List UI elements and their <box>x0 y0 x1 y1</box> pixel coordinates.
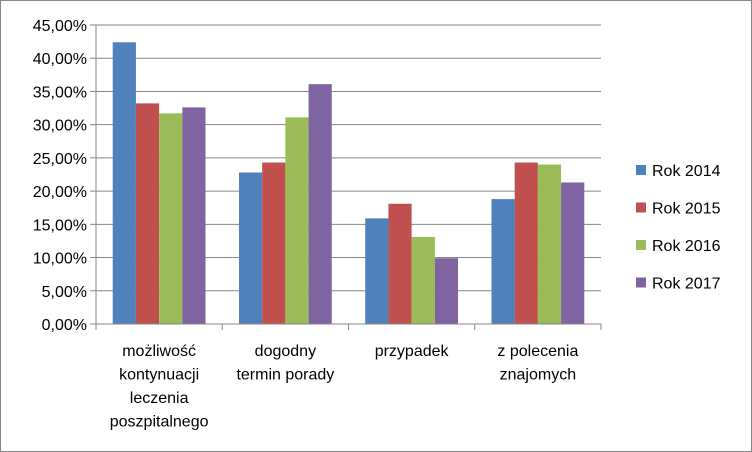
y-tick-label: 0,00% <box>42 317 87 334</box>
bar-rok-2016 <box>411 236 435 324</box>
y-tick-label: 15,00% <box>33 217 87 234</box>
bar-rok-2015 <box>262 162 286 324</box>
x-category-label-line: z polecenia <box>497 343 578 360</box>
x-category-label-line: dogodny <box>255 343 316 360</box>
bar-rok-2017 <box>182 107 206 324</box>
y-tick-label: 25,00% <box>33 151 87 168</box>
bar-rok-2017 <box>561 182 585 324</box>
bar-rok-2015 <box>135 103 160 324</box>
x-category-label: z polecenia znajomych <box>497 343 578 384</box>
x-category-label-line: kontynuacji <box>119 367 199 384</box>
x-category-label-line: możliwość <box>122 343 196 360</box>
x-category-label: dogodny termin porady <box>236 343 334 384</box>
axes <box>90 24 602 330</box>
y-tick-label: 30,00% <box>33 118 87 135</box>
bar-rok-2014 <box>365 218 389 324</box>
bar-rok-2017 <box>308 84 332 324</box>
x-category-label-line: termin porady <box>236 367 334 384</box>
x-category-label: przypadek <box>375 343 450 360</box>
x-category-label-line: leczenia <box>130 390 189 407</box>
x-category-label-line: znajomych <box>500 367 576 384</box>
y-tick-label: 20,00% <box>33 184 87 201</box>
bar-rok-2016 <box>159 113 183 324</box>
x-category-labels: możliwość kontynuacji leczenia poszpitalneg… <box>110 343 579 431</box>
bar-rok-2014 <box>491 199 515 324</box>
legend: Rok 2014 Rok 2015 Rok 2016 Rok 2017 <box>636 163 721 293</box>
legend-entry: Rok 2014 <box>652 163 721 180</box>
legend-entry: Rok 2016 <box>652 238 721 255</box>
x-category-label-line: poszpitalnego <box>110 414 209 431</box>
bar-rok-2016 <box>285 117 309 324</box>
bar-rok-2017 <box>434 258 459 324</box>
legend-swatch <box>636 277 646 288</box>
legend-swatch <box>636 240 646 250</box>
x-category-label-line: przypadek <box>375 343 450 360</box>
legend-entry: Rok 2015 <box>652 201 721 218</box>
y-tick-label: 40,00% <box>33 51 87 68</box>
bar-rok-2015 <box>514 162 538 324</box>
y-tick-label: 45,00% <box>33 18 87 35</box>
bars <box>112 42 585 325</box>
legend-swatch <box>636 165 646 175</box>
y-tick-label: 35,00% <box>33 84 87 101</box>
y-tick-labels: 0,00% 5,00% 10,00% 15,00% 20,00% 25,00% 30,00%… <box>33 18 87 334</box>
bar-rok-2016 <box>537 164 562 324</box>
y-tick-label: 10,00% <box>33 251 87 268</box>
x-category-label: możliwość kontynuacji leczenia poszpitalneg… <box>110 343 209 431</box>
legend-swatch <box>636 202 646 213</box>
y-tick-label: 5,00% <box>42 284 87 301</box>
bar-rok-2014 <box>238 172 263 324</box>
bar-rok-2015 <box>388 203 412 324</box>
legend-entry: Rok 2017 <box>652 276 721 293</box>
bar-rok-2014 <box>112 42 136 325</box>
